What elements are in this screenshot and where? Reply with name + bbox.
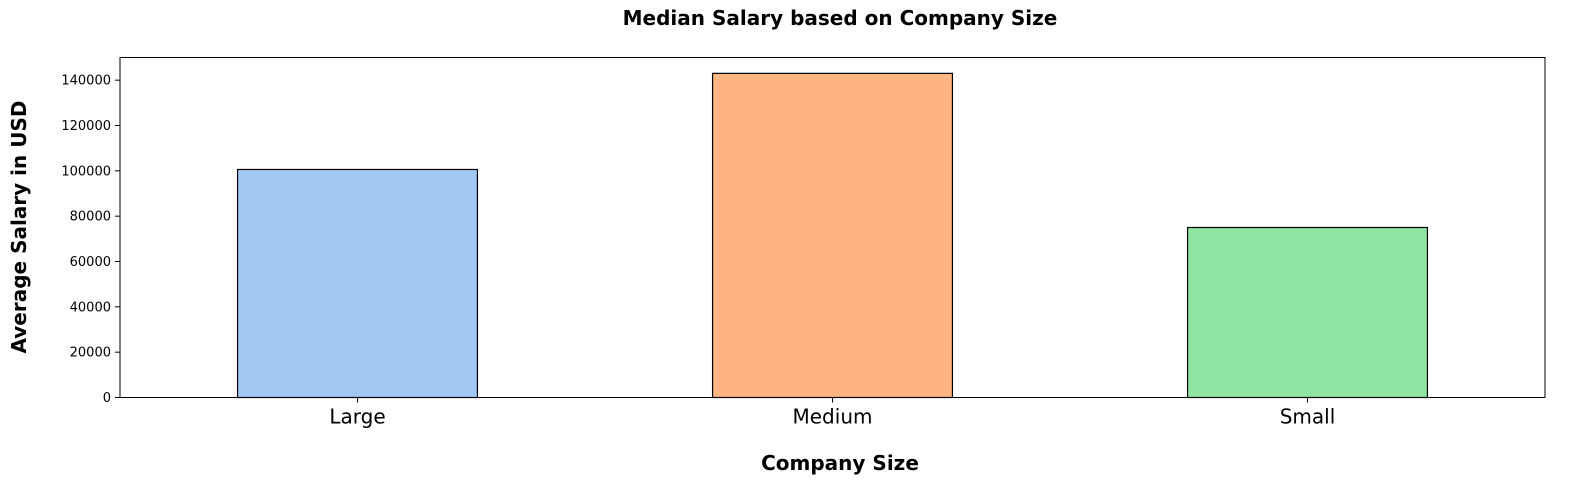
bar-small [1186, 226, 1429, 399]
y-tick-label: 20000 [70, 346, 111, 361]
bars-group [236, 72, 1429, 399]
x-tick-label: Large [329, 405, 385, 429]
bar-large [236, 168, 479, 399]
bar-medium [711, 72, 954, 399]
y-tick-label: 40000 [70, 300, 111, 315]
y-tick-label: 80000 [70, 210, 111, 225]
x-axis-label: Company Size [761, 451, 919, 475]
plot-frame [119, 57, 1546, 398]
x-tick-label: Small [1280, 405, 1336, 429]
y-tick-label: 120000 [61, 119, 111, 134]
x-tick-label: Medium [793, 405, 873, 429]
y-axis-ticks: 0 20000 40000 60000 80000 100000 120000 140000 [61, 74, 120, 406]
y-tick-label: 100000 [61, 164, 111, 179]
y-tick-label: 140000 [61, 74, 111, 89]
y-axis-label: Average Salary in USD [7, 101, 31, 354]
y-tick-label: 60000 [70, 255, 111, 270]
y-tick-label: 0 [103, 391, 111, 406]
x-axis-ticks: Large Medium Small [329, 397, 1336, 429]
chart-title: Median Salary based on Company Size [623, 6, 1058, 30]
